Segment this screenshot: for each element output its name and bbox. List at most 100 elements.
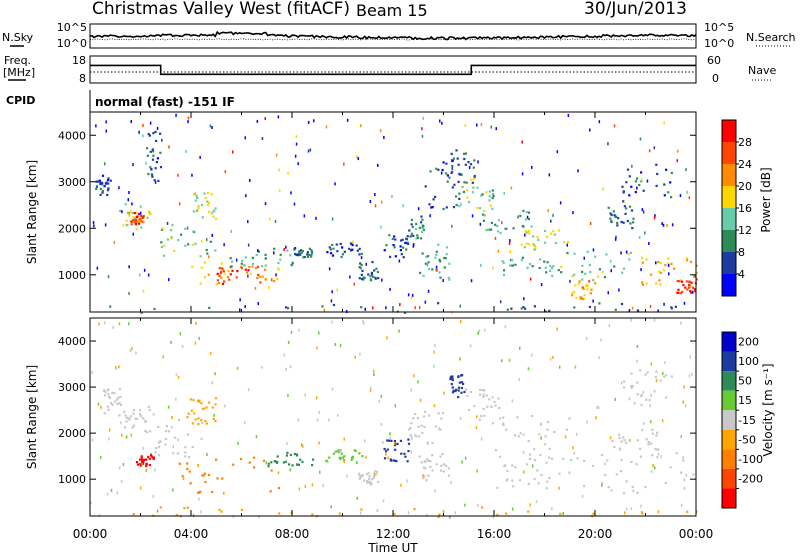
data-cell bbox=[443, 391, 445, 395]
data-cell bbox=[473, 176, 476, 179]
data-cell bbox=[304, 393, 306, 397]
power-colorbar-label: Power [dB] bbox=[759, 167, 773, 232]
data-cell bbox=[288, 463, 291, 466]
data-cell bbox=[568, 417, 571, 420]
data-cell bbox=[417, 417, 420, 420]
data-cell bbox=[372, 275, 375, 278]
data-cell bbox=[188, 456, 191, 459]
data-cell bbox=[110, 488, 113, 492]
data-cell bbox=[95, 185, 99, 188]
data-cell bbox=[418, 306, 421, 310]
data-cell bbox=[269, 490, 272, 493]
data-cell bbox=[151, 456, 154, 459]
data-cell bbox=[410, 422, 413, 425]
data-cell bbox=[549, 269, 552, 272]
data-cell bbox=[457, 386, 461, 389]
data-cell bbox=[440, 417, 443, 420]
data-cell bbox=[289, 254, 292, 257]
data-cell bbox=[362, 278, 365, 281]
data-cell bbox=[485, 228, 488, 232]
data-cell bbox=[239, 458, 243, 461]
data-cell bbox=[476, 469, 478, 473]
data-cell bbox=[624, 212, 627, 215]
data-cell bbox=[107, 177, 110, 180]
data-cell bbox=[457, 396, 460, 399]
data-cell bbox=[191, 173, 193, 177]
data-cell bbox=[609, 217, 612, 220]
data-cell bbox=[208, 306, 211, 309]
data-cell bbox=[229, 273, 232, 276]
data-cell bbox=[533, 305, 536, 308]
data-cell bbox=[504, 464, 507, 467]
data-cell bbox=[592, 512, 595, 515]
data-cell bbox=[483, 389, 486, 392]
data-cell bbox=[220, 262, 223, 265]
data-cell bbox=[377, 480, 380, 483]
data-cell bbox=[589, 292, 592, 295]
data-cell bbox=[155, 139, 158, 143]
data-cell bbox=[553, 430, 556, 434]
data-cell bbox=[413, 374, 415, 378]
data-cell bbox=[138, 219, 142, 223]
data-cell bbox=[144, 419, 147, 423]
data-cell bbox=[655, 448, 658, 451]
data-cell bbox=[669, 466, 672, 469]
data-cell bbox=[625, 181, 628, 184]
data-cell bbox=[300, 443, 303, 447]
data-cell bbox=[399, 249, 402, 252]
data-cell bbox=[546, 480, 549, 483]
data-cell bbox=[389, 287, 391, 291]
data-cell bbox=[684, 286, 687, 289]
data-cell bbox=[128, 265, 130, 269]
data-cell bbox=[131, 347, 133, 351]
data-cell bbox=[687, 286, 690, 289]
data-cell bbox=[98, 322, 100, 326]
data-cell bbox=[610, 220, 613, 223]
data-cell bbox=[451, 376, 454, 379]
data-cell bbox=[108, 396, 111, 400]
data-cell bbox=[177, 173, 179, 177]
data-cell bbox=[107, 395, 111, 398]
velocity-colorbar-tick: 200 bbox=[738, 336, 759, 349]
data-cell bbox=[240, 262, 243, 265]
data-cell bbox=[613, 265, 616, 268]
data-cell bbox=[521, 172, 524, 176]
data-cell bbox=[203, 276, 207, 279]
data-cell bbox=[398, 329, 400, 333]
data-cell bbox=[159, 132, 162, 135]
data-cell bbox=[547, 209, 549, 213]
power-ylabel: Slant Range [km] bbox=[25, 160, 39, 264]
data-cell bbox=[596, 275, 600, 278]
data-cell bbox=[553, 233, 556, 236]
noise-sky-line bbox=[89, 30, 697, 41]
data-cell bbox=[157, 179, 160, 182]
data-cell bbox=[488, 398, 491, 401]
data-cell bbox=[179, 332, 182, 336]
data-cell bbox=[204, 480, 207, 484]
data-cell bbox=[610, 489, 613, 492]
data-cell bbox=[655, 370, 658, 373]
y-tick-label: 2000 bbox=[58, 222, 86, 235]
data-cell bbox=[152, 132, 155, 135]
data-cell bbox=[661, 222, 663, 226]
data-cell bbox=[201, 216, 204, 219]
data-cell bbox=[581, 278, 584, 281]
data-cell bbox=[231, 260, 234, 263]
data-cell bbox=[490, 125, 492, 129]
data-cell bbox=[141, 463, 143, 466]
data-cell bbox=[455, 203, 458, 207]
data-cell bbox=[358, 472, 361, 475]
data-cell bbox=[435, 250, 438, 253]
data-cell bbox=[667, 264, 670, 267]
data-cell bbox=[391, 237, 394, 240]
data-cell bbox=[431, 268, 434, 271]
data-cell bbox=[509, 264, 512, 267]
data-cell bbox=[567, 113, 570, 117]
data-cell bbox=[309, 148, 312, 152]
y-tick-label: 1000 bbox=[58, 473, 86, 486]
data-cell bbox=[688, 284, 691, 287]
data-cell bbox=[359, 352, 361, 356]
data-cell bbox=[656, 456, 659, 459]
data-cell bbox=[451, 159, 454, 162]
